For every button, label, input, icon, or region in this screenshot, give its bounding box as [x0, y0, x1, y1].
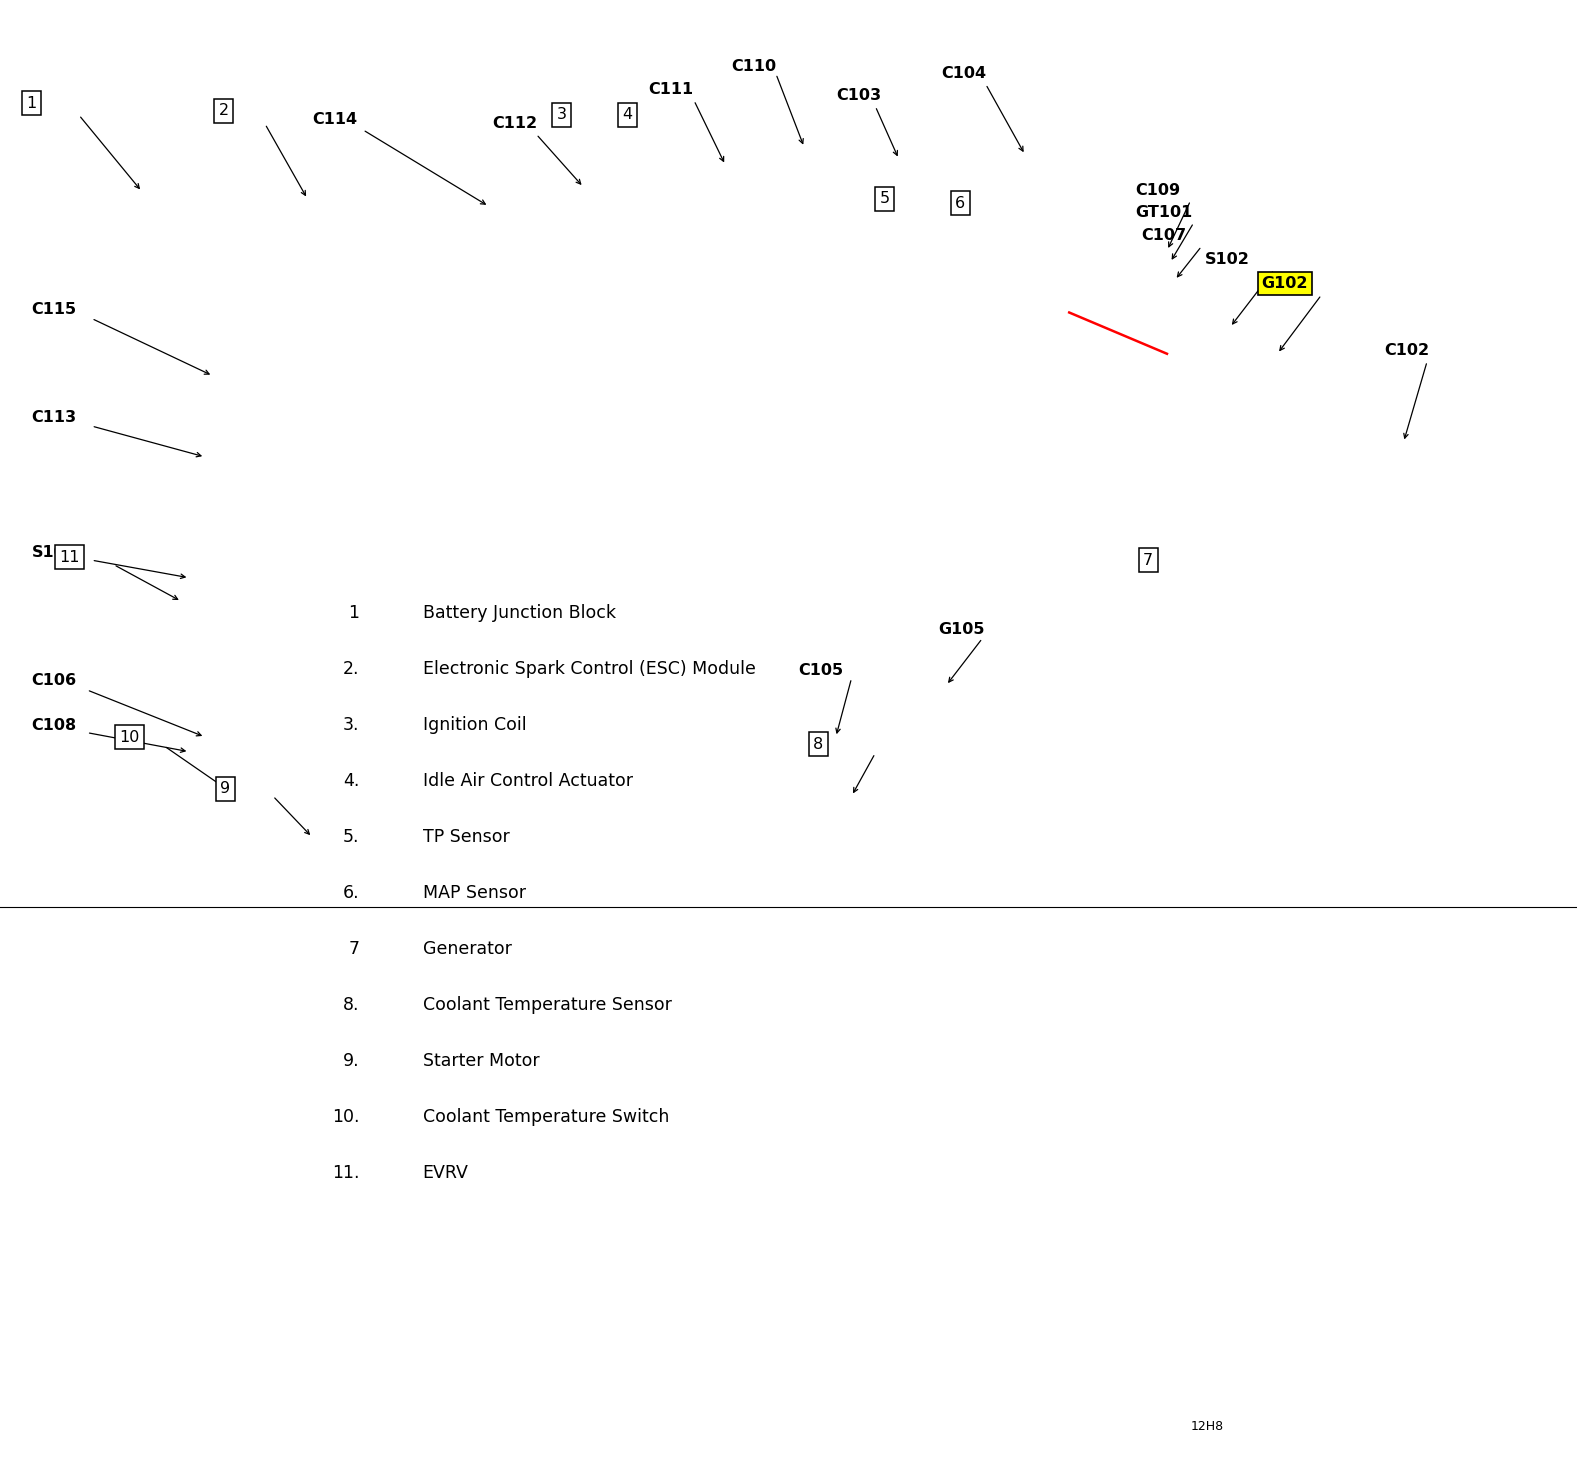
Text: C109: C109 [1135, 183, 1181, 198]
Text: C106: C106 [32, 674, 77, 688]
Text: TP Sensor: TP Sensor [423, 828, 509, 846]
Text: S107: S107 [32, 545, 76, 560]
Text: Coolant Temperature Switch: Coolant Temperature Switch [423, 1108, 669, 1126]
Text: C108: C108 [32, 718, 77, 733]
Text: Generator: Generator [423, 940, 511, 958]
Text: C104: C104 [941, 66, 987, 81]
Text: C103: C103 [836, 88, 882, 103]
Text: 6: 6 [956, 196, 965, 211]
Text: 5.: 5. [344, 828, 360, 846]
Text: 8.: 8. [344, 996, 360, 1014]
Text: 4.: 4. [344, 772, 360, 790]
Text: Idle Air Control Actuator: Idle Air Control Actuator [423, 772, 632, 790]
Text: 3.: 3. [344, 716, 360, 734]
Text: C113: C113 [32, 410, 77, 425]
Text: 1: 1 [27, 96, 36, 111]
Text: 9.: 9. [342, 1052, 360, 1070]
Text: C111: C111 [648, 83, 694, 97]
Text: C115: C115 [32, 302, 77, 317]
Text: 11.: 11. [333, 1164, 360, 1182]
Text: G102: G102 [1262, 276, 1307, 290]
Text: GT101: GT101 [1135, 205, 1192, 220]
Text: Ignition Coil: Ignition Coil [423, 716, 527, 734]
Text: MAP Sensor: MAP Sensor [423, 884, 525, 902]
Text: 2: 2 [219, 103, 229, 118]
Text: 9: 9 [221, 781, 230, 796]
Text: S102: S102 [1205, 252, 1249, 267]
Text: G105: G105 [938, 622, 984, 637]
Text: 2.: 2. [344, 660, 360, 678]
Text: EVRV: EVRV [423, 1164, 468, 1182]
Text: C102: C102 [1385, 343, 1430, 358]
Text: C107: C107 [1142, 228, 1187, 243]
Text: 7: 7 [1143, 553, 1153, 567]
Text: C110: C110 [732, 59, 777, 74]
Text: 1: 1 [349, 604, 360, 622]
Text: C114: C114 [312, 112, 358, 127]
Text: 7: 7 [349, 940, 360, 958]
Text: 8: 8 [814, 737, 823, 752]
Text: 5: 5 [880, 192, 889, 206]
Text: Starter Motor: Starter Motor [423, 1052, 539, 1070]
Text: 11: 11 [60, 550, 79, 565]
Text: 4: 4 [623, 108, 632, 122]
Text: 10.: 10. [333, 1108, 360, 1126]
Text: 10: 10 [120, 730, 139, 744]
Text: Electronic Spark Control (ESC) Module: Electronic Spark Control (ESC) Module [423, 660, 755, 678]
Text: Battery Junction Block: Battery Junction Block [423, 604, 615, 622]
Text: 3: 3 [557, 108, 566, 122]
Text: C112: C112 [492, 116, 538, 131]
Text: Coolant Temperature Sensor: Coolant Temperature Sensor [423, 996, 672, 1014]
Text: 12H8: 12H8 [1191, 1419, 1224, 1433]
Text: 6.: 6. [342, 884, 360, 902]
Text: C105: C105 [798, 663, 844, 678]
